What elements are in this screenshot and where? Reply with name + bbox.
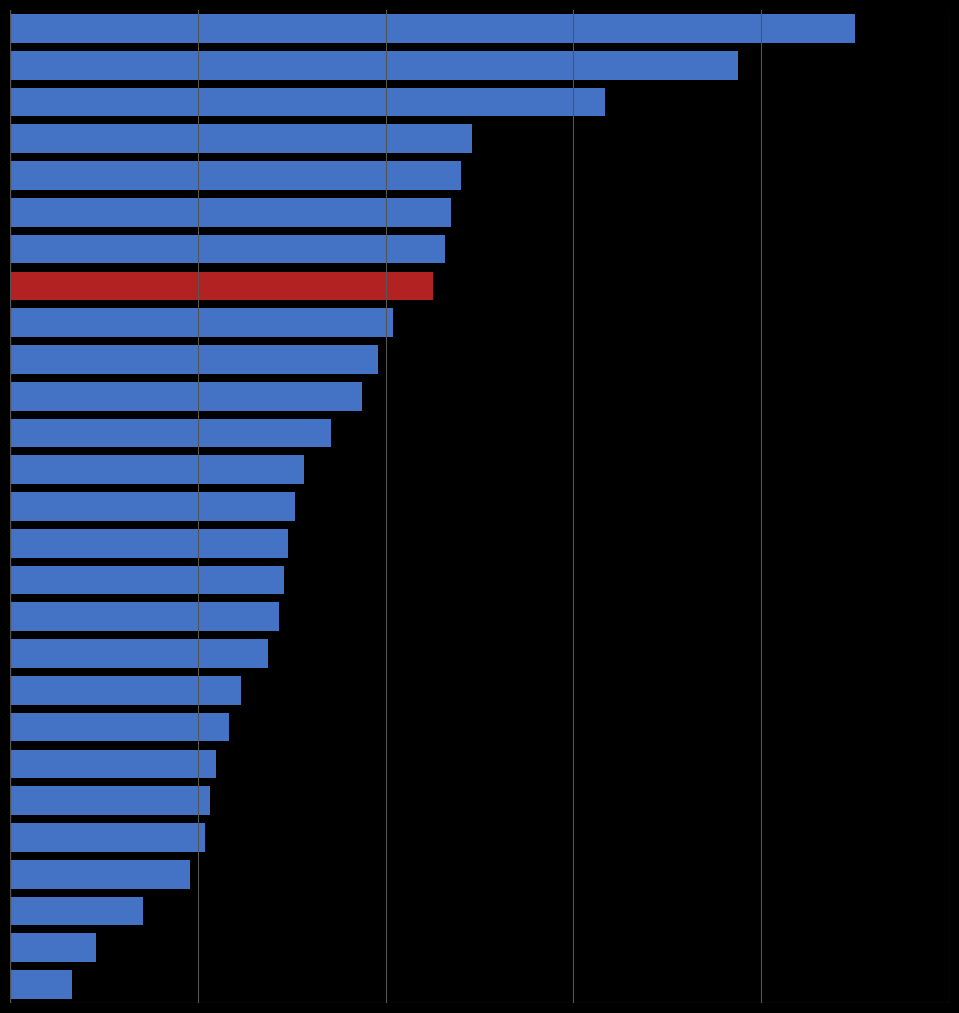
Bar xyxy=(10,382,363,410)
Bar xyxy=(10,676,242,705)
Bar xyxy=(10,418,331,448)
Bar xyxy=(10,639,268,668)
Bar xyxy=(10,713,229,742)
Bar xyxy=(10,308,393,337)
Bar xyxy=(10,970,72,999)
Bar xyxy=(10,198,452,227)
Bar xyxy=(10,14,855,43)
Bar xyxy=(10,786,210,815)
Bar xyxy=(10,565,284,595)
Bar xyxy=(10,271,433,300)
Bar xyxy=(10,88,605,116)
Bar xyxy=(10,235,445,263)
Bar xyxy=(10,750,217,778)
Bar xyxy=(10,51,738,80)
Bar xyxy=(10,897,143,925)
Bar xyxy=(10,603,279,631)
Bar xyxy=(10,125,472,153)
Bar xyxy=(10,824,205,852)
Bar xyxy=(10,161,460,189)
Bar xyxy=(10,345,378,374)
Bar xyxy=(10,529,289,557)
Bar xyxy=(10,492,294,521)
Bar xyxy=(10,933,96,962)
Bar xyxy=(10,860,190,888)
Bar xyxy=(10,456,304,484)
